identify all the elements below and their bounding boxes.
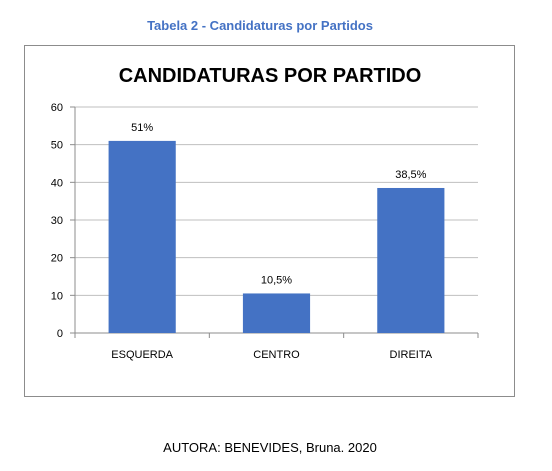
table-caption: Tabela 2 - Candidaturas por Partidos xyxy=(147,18,373,33)
y-tick-label: 40 xyxy=(51,177,63,189)
data-label: 38,5% xyxy=(395,169,426,181)
x-category-label: CENTRO xyxy=(253,349,300,361)
labels: 0 10 20 30 40 50 60 ESQUERDA 51% CENTRO 10,5% DIREI… xyxy=(51,102,433,361)
y-tick-label: 20 xyxy=(51,253,63,265)
y-tick-label: 60 xyxy=(51,102,63,114)
bar-chart: CANDIDATURAS POR PARTIDO 0 10 20 30 40 50 60 ES… xyxy=(51,65,479,361)
y-tick-label: 50 xyxy=(51,140,63,152)
bar-centro xyxy=(242,293,311,333)
bar-direita xyxy=(377,187,445,333)
bar-esquerda xyxy=(108,140,176,333)
y-tick-label: 10 xyxy=(51,290,63,302)
x-category-label: ESQUERDA xyxy=(111,349,173,361)
data-label: 51% xyxy=(131,122,153,134)
bars xyxy=(108,140,445,333)
data-label: 10,5% xyxy=(261,274,292,286)
y-tick-label: 0 xyxy=(57,328,63,340)
author-caption: AUTORA: BENEVIDES, Bruna. 2020 xyxy=(163,440,377,455)
y-tick-label: 30 xyxy=(51,215,63,227)
x-category-label: DIREITA xyxy=(390,349,433,361)
chart-frame: CANDIDATURAS POR PARTIDO 0 10 20 30 40 50 60 ES… xyxy=(24,45,515,397)
chart-title: CANDIDATURAS POR PARTIDO xyxy=(119,65,422,87)
